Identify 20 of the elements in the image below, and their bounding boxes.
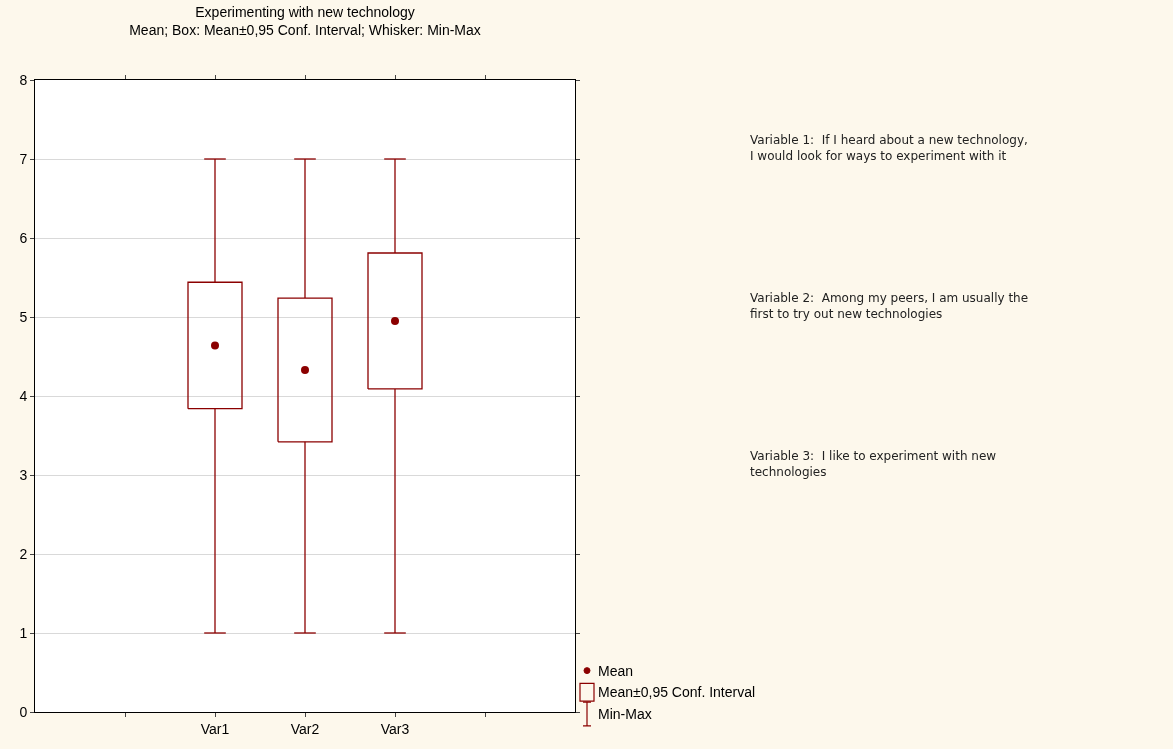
x-tick-label: Var3 (380, 720, 410, 737)
text: Variable 2: Among my peers, I am usually the first to try out new technologies (750, 291, 1029, 321)
text: Mean±0,95 Conf. Interval (598, 684, 756, 700)
text: Variable 3: I like to experiment with new technologies (750, 449, 997, 479)
x-tick-label: Var2 (290, 720, 320, 737)
text: Variable 1: If I heard about a new technology, I would look for ways to experiment with it (750, 133, 1028, 163)
y-tick-label: 6 (19, 229, 28, 246)
y-tick-label: 3 (19, 466, 28, 483)
y-tick-label: 8 (19, 71, 28, 88)
y-tick-label: 4 (19, 387, 28, 404)
y-tick-label: 0 (19, 703, 28, 720)
text: Min-Max (598, 706, 652, 722)
y-tick-label: 1 (19, 624, 28, 641)
chart-title: Experimenting with new technology (195, 3, 415, 20)
text: Mean (598, 663, 634, 679)
y-tick-label: 7 (19, 150, 28, 167)
x-tick-label: Var1 (200, 720, 230, 737)
y-tick-label: 5 (19, 308, 28, 325)
chart-subtitle: Mean; Box: Mean±0,95 Conf. Interval; Whisker: Min-Max (129, 22, 481, 38)
y-tick-label: 2 (19, 545, 28, 562)
